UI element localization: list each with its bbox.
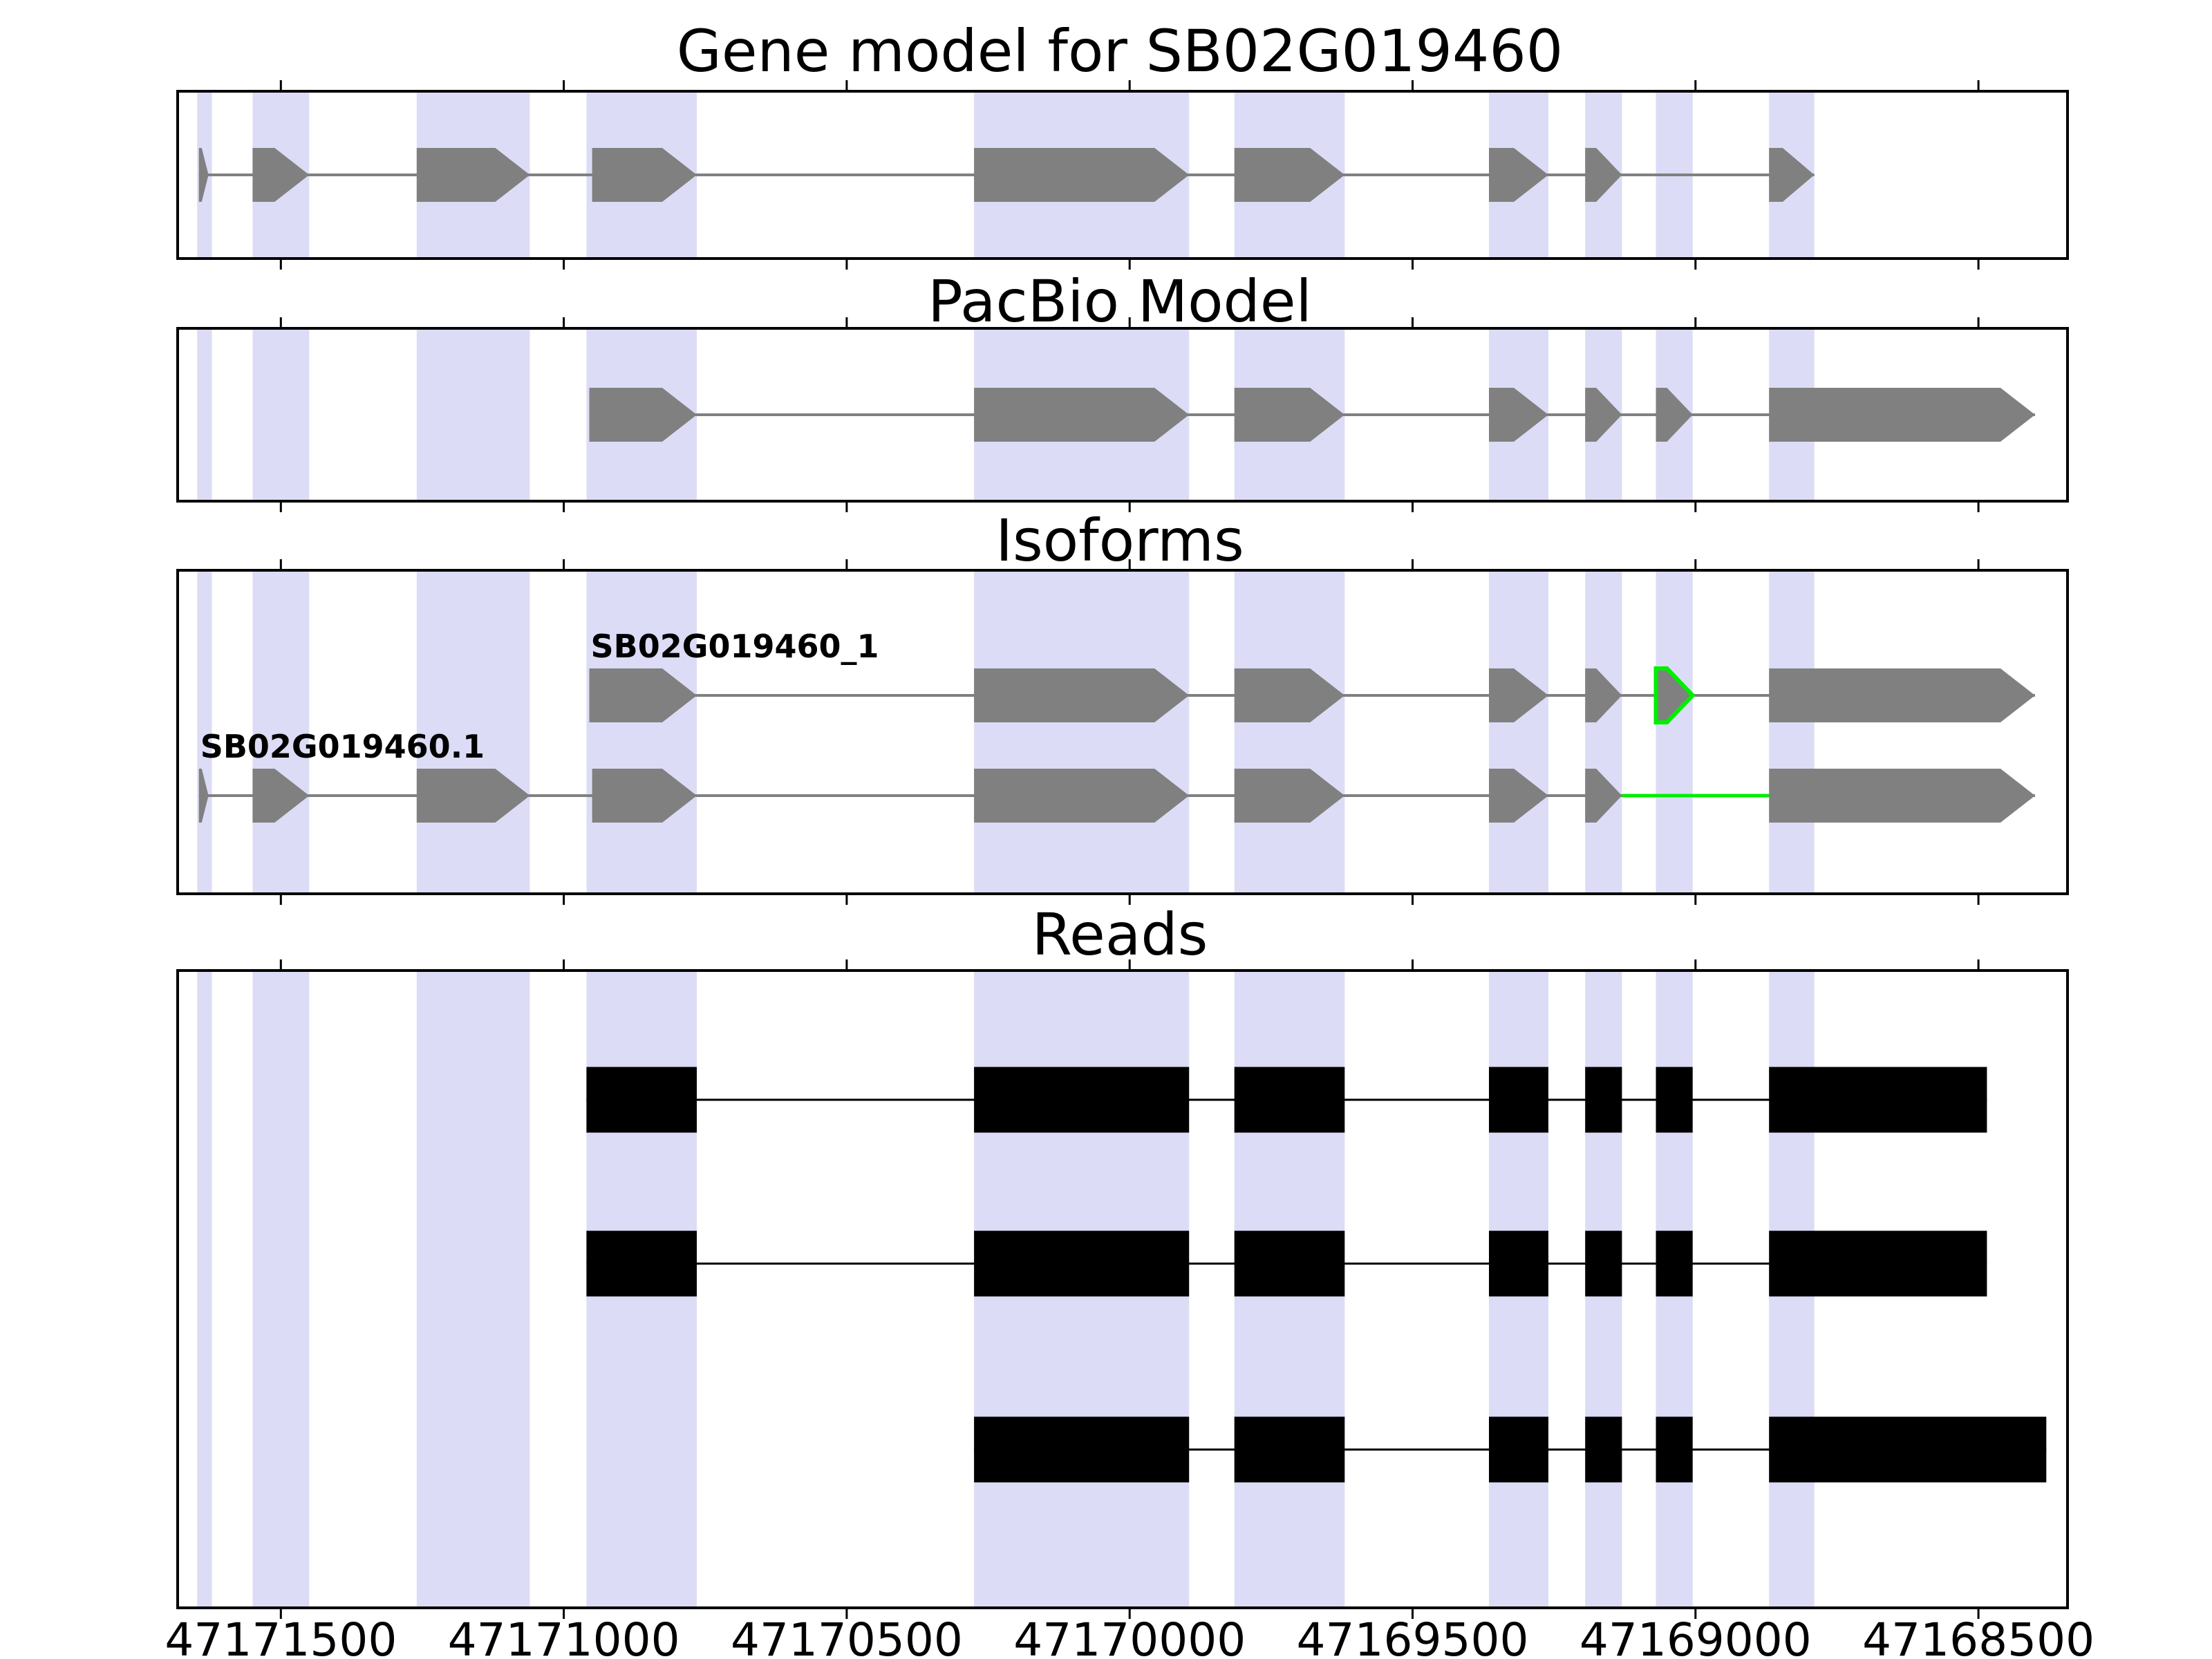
exon-highlighted: [1653, 666, 1696, 724]
x-tick-label: 47169000: [1579, 1613, 1812, 1659]
read-exon: [586, 1067, 697, 1133]
read-exon: [1234, 1416, 1345, 1483]
panel-pacbio-model-canvas: [197, 317, 2035, 512]
exon: [1585, 148, 1622, 202]
exon-band: [197, 330, 212, 500]
exon: [592, 769, 697, 823]
x-tick-label: 47168500: [1862, 1613, 2095, 1659]
panel-title-reads: Reads: [1031, 901, 1208, 968]
read-exon: [586, 1230, 697, 1297]
exon: [1585, 769, 1622, 823]
exon: [1585, 388, 1622, 442]
exon-band: [974, 572, 1190, 892]
isoform-label: SB02G019460_1: [591, 628, 879, 665]
exon: [1769, 388, 2035, 442]
read-exon: [1489, 1416, 1548, 1483]
exon: [252, 148, 310, 202]
read-exon: [1656, 1067, 1693, 1133]
panel-title-isoforms: Isoforms: [995, 507, 1244, 574]
exon-band: [416, 972, 530, 1606]
exon: [974, 148, 1190, 202]
x-tick-label: 47170000: [1013, 1613, 1246, 1659]
exon: [589, 668, 697, 722]
exon: [198, 769, 209, 823]
exon-band: [252, 972, 310, 1606]
exon: [1656, 388, 1693, 442]
exon: [1489, 668, 1548, 722]
exon-band: [1489, 572, 1548, 892]
exon: [1769, 668, 2035, 722]
read-exon: [1656, 1416, 1693, 1483]
read-exon: [1769, 1067, 1987, 1133]
exon: [1234, 769, 1345, 823]
read-exon: [974, 1230, 1190, 1297]
read-exon: [1585, 1416, 1622, 1483]
exon: [416, 769, 530, 823]
read-exon: [974, 1416, 1190, 1483]
exon: [1489, 769, 1548, 823]
exon: [1585, 668, 1622, 722]
exon: [1234, 388, 1345, 442]
read-exon: [1769, 1416, 2047, 1483]
exon-band: [586, 572, 697, 892]
panel-pacbio-model: [176, 317, 2069, 512]
panel-title-gene-model: Gene model for SB02G019460: [676, 17, 1564, 85]
read-exon: [1656, 1230, 1693, 1297]
read-exon: [1234, 1067, 1345, 1133]
read-exon: [1585, 1230, 1622, 1297]
exon-band: [252, 330, 310, 500]
panel-reads-canvas: [197, 959, 2047, 1619]
panel-isoforms-canvas: SB02G019460_1 SB02G019460.1: [197, 559, 2035, 905]
x-tick-label: 47171500: [165, 1613, 397, 1659]
isoform-label: SB02G019460.1: [200, 728, 485, 765]
exon: [589, 388, 697, 442]
exon-band: [197, 972, 212, 1606]
exon: [1234, 148, 1345, 202]
exon-band: [1656, 572, 1693, 892]
x-tick-label: 47170500: [730, 1613, 963, 1659]
exon: [1489, 148, 1548, 202]
exon: [592, 148, 697, 202]
panel-title-pacbio-model: PacBio Model: [928, 268, 1312, 335]
exon: [974, 668, 1190, 722]
x-tick-label: 47171000: [447, 1613, 680, 1659]
exon-band: [416, 572, 530, 892]
exon: [1769, 769, 2035, 823]
panel-gene-model: [176, 80, 2069, 270]
read-exon: [1585, 1067, 1622, 1133]
exon: [416, 148, 530, 202]
exon: [198, 148, 209, 202]
panel-isoforms: SB02G019460_1 SB02G019460.1: [176, 559, 2069, 905]
exon-band: [252, 572, 310, 892]
x-axis-labels: 47171500 47171000 47170500 47170000 47169500…: [0, 1613, 2212, 1659]
exon-band: [1769, 572, 1815, 892]
panel-reads: [176, 959, 2069, 1619]
exon-band: [1585, 572, 1622, 892]
read-exon: [974, 1067, 1190, 1133]
exon: [1234, 668, 1345, 722]
exon: [974, 769, 1190, 823]
exon-band: [1234, 572, 1345, 892]
read-exon: [1769, 1230, 1987, 1297]
exon-band: [416, 330, 530, 500]
read-exon: [1489, 1067, 1548, 1133]
exon: [974, 388, 1190, 442]
x-tick-label: 47169500: [1296, 1613, 1529, 1659]
exon: [252, 769, 310, 823]
exon: [1769, 148, 1815, 202]
read-exon: [1234, 1230, 1345, 1297]
read-exon: [1489, 1230, 1548, 1297]
exon: [1489, 388, 1548, 442]
panel-gene-model-canvas: [197, 80, 1980, 270]
